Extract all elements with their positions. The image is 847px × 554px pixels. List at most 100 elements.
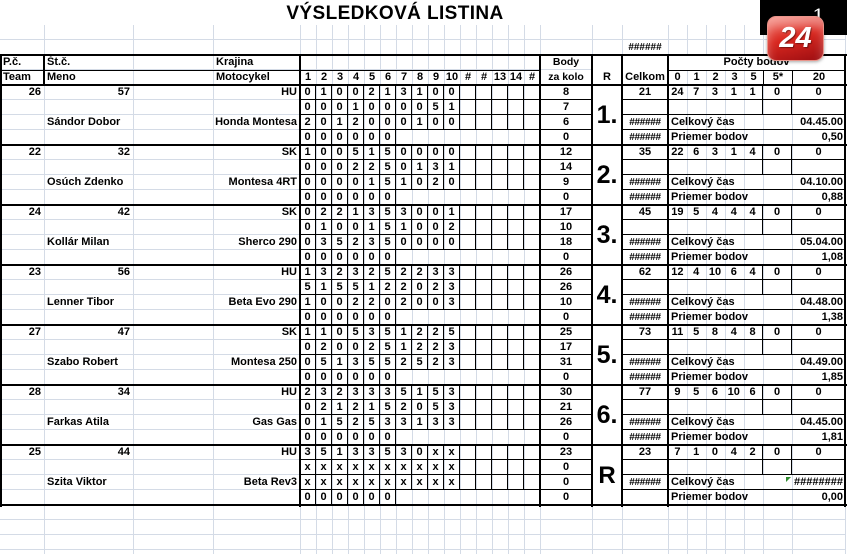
rank-cell[interactable]: R <box>592 445 622 505</box>
count-cell[interactable]: 4 <box>730 446 737 458</box>
score-cell[interactable]: 1 <box>364 175 380 190</box>
score-cell[interactable]: 1 <box>444 100 460 115</box>
body-za-kolo-cell[interactable]: 26 <box>540 415 592 430</box>
celkovy-cas-value[interactable]: ######## <box>786 475 843 489</box>
count-cell[interactable] <box>668 280 687 294</box>
score-cell[interactable]: x <box>444 445 460 460</box>
score-cell[interactable]: 0 <box>444 115 460 130</box>
count-5star-cell[interactable]: 0 <box>763 385 792 400</box>
score-cell[interactable]: 3 <box>444 340 460 355</box>
score-cell[interactable]: 0 <box>300 160 316 175</box>
count-cell[interactable]: 1 <box>693 446 700 458</box>
body-za-kolo-cell[interactable]: 6 <box>540 115 592 130</box>
celkom-cell[interactable]: 62 <box>622 265 668 280</box>
score-cell[interactable]: 0 <box>316 115 332 130</box>
score-cell[interactable]: 0 <box>380 295 396 310</box>
count-20-cell[interactable] <box>792 220 845 235</box>
score-cell[interactable]: 0 <box>332 295 348 310</box>
score-cell[interactable]: 0 <box>300 175 316 190</box>
score-cell[interactable] <box>524 415 540 430</box>
score-cell[interactable]: 5 <box>380 175 396 190</box>
celkom-cell[interactable]: 35 <box>622 145 668 160</box>
score-cell[interactable] <box>460 205 476 220</box>
priemer-bodov-value[interactable]: 1,38 <box>821 311 843 323</box>
score-cell[interactable] <box>460 235 476 250</box>
score-cell[interactable] <box>492 325 508 340</box>
celkovy-cas-value[interactable]: 04.48.00 <box>800 296 843 308</box>
count-5star-cell[interactable] <box>763 220 792 235</box>
cell-startove-cislo[interactable]: 44 <box>117 446 130 458</box>
score-cell[interactable]: 3 <box>396 445 412 460</box>
score-cell[interactable]: 0 <box>300 250 316 265</box>
score-cell[interactable]: 3 <box>428 160 444 175</box>
score-cell[interactable]: 0 <box>300 190 316 205</box>
score-cell[interactable]: 1 <box>300 295 316 310</box>
count-cell[interactable] <box>724 220 743 234</box>
score-cell[interactable] <box>476 340 492 355</box>
score-cell[interactable]: 0 <box>428 85 444 100</box>
count-5star-cell[interactable]: 0 <box>763 145 792 160</box>
header-stc[interactable]: Št.č. <box>47 56 71 68</box>
score-cell[interactable] <box>508 115 524 130</box>
cell-startove-cislo[interactable]: 56 <box>117 266 130 278</box>
score-cell[interactable] <box>476 205 492 220</box>
score-cell[interactable]: 0 <box>316 430 332 445</box>
score-cell[interactable]: 3 <box>444 355 460 370</box>
score-cell[interactable]: 0 <box>332 325 348 340</box>
header-score-col[interactable]: 9 <box>432 71 440 83</box>
count-cell[interactable]: 24 <box>671 86 684 98</box>
celkovy-cas-value[interactable]: 04.10.00 <box>800 176 843 188</box>
score-cell[interactable]: 0 <box>348 220 364 235</box>
score-cell[interactable]: 3 <box>444 280 460 295</box>
score-cell[interactable]: x <box>396 460 412 475</box>
count-cell[interactable]: 4 <box>730 326 737 338</box>
score-cell[interactable]: 0 <box>428 115 444 130</box>
score-cell[interactable]: 1 <box>396 340 412 355</box>
priemer-bodov-value[interactable]: 0,00 <box>821 491 843 503</box>
count-20-cell[interactable]: 0 <box>792 145 845 160</box>
score-cell[interactable] <box>460 385 476 400</box>
score-cell[interactable] <box>508 445 524 460</box>
score-cell[interactable]: 0 <box>316 130 332 145</box>
score-cell[interactable]: 2 <box>348 160 364 175</box>
score-cell[interactable] <box>476 355 492 370</box>
celkom-hash-cell[interactable]: ###### <box>622 115 668 130</box>
score-cell[interactable]: 0 <box>364 430 380 445</box>
score-cell[interactable] <box>460 325 476 340</box>
score-cell[interactable] <box>508 475 524 490</box>
score-cell[interactable]: 2 <box>364 265 380 280</box>
score-cell[interactable]: 5 <box>364 355 380 370</box>
score-cell[interactable] <box>476 235 492 250</box>
count-cell[interactable] <box>706 100 725 114</box>
count-cell[interactable]: 5 <box>693 326 700 338</box>
count-20-cell[interactable] <box>792 340 845 355</box>
score-cell[interactable] <box>476 325 492 340</box>
count-cell[interactable]: 6 <box>693 146 700 158</box>
score-cell[interactable] <box>460 475 476 490</box>
score-cell[interactable]: 5 <box>348 280 364 295</box>
count-cell[interactable] <box>724 160 743 174</box>
score-cell[interactable]: 5 <box>380 235 396 250</box>
priemer-bodov-value[interactable]: 1,08 <box>821 251 843 263</box>
celkom-hash-cell[interactable]: ###### <box>622 250 668 265</box>
body-za-kolo-cell[interactable]: 26 <box>540 265 592 280</box>
header-score-col[interactable]: 10 <box>445 71 459 83</box>
score-cell[interactable] <box>492 340 508 355</box>
body-za-kolo-cell[interactable]: 12 <box>540 145 592 160</box>
celkom-hash-cell[interactable]: ###### <box>622 475 668 490</box>
header-meno[interactable]: Meno <box>47 71 76 83</box>
score-cell[interactable]: 0 <box>444 235 460 250</box>
score-cell[interactable]: 0 <box>364 490 380 505</box>
score-cell[interactable] <box>508 460 524 475</box>
count-cell[interactable] <box>687 400 706 414</box>
score-cell[interactable]: 3 <box>380 415 396 430</box>
count-5star-cell[interactable] <box>763 160 792 175</box>
score-cell[interactable] <box>524 235 540 250</box>
count-cell[interactable]: 5 <box>693 386 700 398</box>
score-cell[interactable]: 5 <box>380 205 396 220</box>
cell-motocykel[interactable]: Montesa 4RT <box>228 176 297 188</box>
score-cell[interactable]: 0 <box>412 175 428 190</box>
priemer-bodov-row[interactable]: Priemer bodov 1,85 <box>668 370 845 385</box>
score-cell[interactable]: 1 <box>412 385 428 400</box>
header-score-col[interactable]: 4 <box>352 71 360 83</box>
